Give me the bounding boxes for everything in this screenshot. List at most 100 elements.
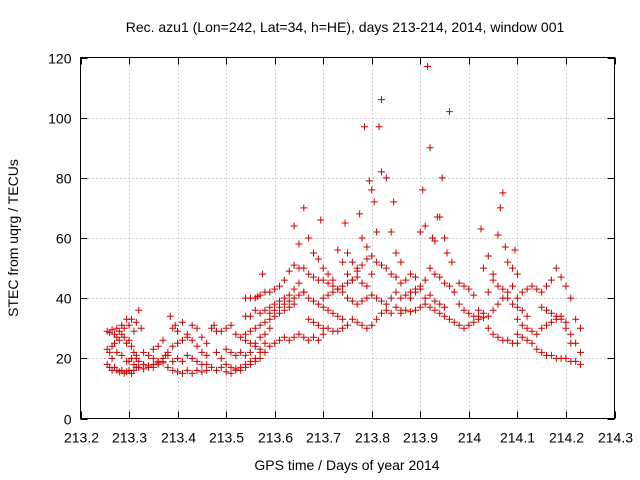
data-point xyxy=(246,312,254,320)
data-point xyxy=(513,270,521,278)
data-point xyxy=(538,303,546,311)
data-point xyxy=(261,306,269,314)
data-point xyxy=(339,258,347,266)
data-point xyxy=(577,348,585,356)
data-point xyxy=(305,315,313,323)
data-point xyxy=(407,308,415,316)
data-point xyxy=(280,294,288,302)
data-point xyxy=(377,297,385,305)
data-point xyxy=(407,270,415,278)
data-point xyxy=(285,291,293,299)
data-point xyxy=(246,348,254,356)
data-point xyxy=(513,330,521,338)
data-point xyxy=(382,300,390,308)
x-tick-label: 214.2 xyxy=(549,430,584,446)
data-point xyxy=(363,324,371,332)
data-point xyxy=(295,330,303,338)
y-tick-label: 40 xyxy=(56,291,72,307)
data-point xyxy=(319,303,327,311)
data-point xyxy=(339,324,347,332)
data-point xyxy=(358,234,366,242)
data-point xyxy=(538,324,546,332)
data-point xyxy=(368,252,376,260)
data-point xyxy=(494,282,502,290)
data-point xyxy=(445,282,453,290)
data-point xyxy=(416,303,424,311)
data-point xyxy=(470,291,478,299)
y-tick-label: 60 xyxy=(56,231,72,247)
data-point xyxy=(256,345,264,353)
data-point xyxy=(295,240,303,248)
data-point xyxy=(300,204,308,212)
data-point xyxy=(120,333,128,341)
data-point xyxy=(358,321,366,329)
data-point xyxy=(319,276,327,284)
data-point xyxy=(533,330,541,338)
data-point xyxy=(164,363,172,371)
data-point xyxy=(499,189,507,197)
data-point xyxy=(329,288,337,296)
x-tick-label: 213.2 xyxy=(64,430,99,446)
data-point xyxy=(256,291,264,299)
data-point xyxy=(426,264,434,272)
data-point xyxy=(285,267,293,275)
data-point xyxy=(339,282,347,290)
y-tick-label: 20 xyxy=(56,351,72,367)
data-point xyxy=(402,276,410,284)
data-point xyxy=(479,264,487,272)
data-point xyxy=(390,198,398,206)
data-point xyxy=(572,339,580,347)
data-point xyxy=(513,294,521,302)
data-point xyxy=(494,231,502,239)
data-point xyxy=(169,342,177,350)
data-point xyxy=(300,264,308,272)
data-point xyxy=(528,282,536,290)
data-point xyxy=(368,291,376,299)
data-point xyxy=(348,276,356,284)
data-point xyxy=(518,288,526,296)
data-point xyxy=(144,363,152,371)
y-axis-label: STEC from uqrg / TECUs xyxy=(5,159,21,317)
data-point xyxy=(118,351,126,359)
data-point xyxy=(310,249,318,257)
data-point xyxy=(358,279,366,287)
data-point xyxy=(285,303,293,311)
data-point xyxy=(407,294,415,302)
data-point xyxy=(212,366,220,374)
data-point xyxy=(382,174,390,182)
data-point xyxy=(501,243,509,251)
data-point xyxy=(232,330,240,338)
data-point xyxy=(441,279,449,287)
data-point xyxy=(455,321,463,329)
data-point xyxy=(222,368,230,376)
data-point xyxy=(222,360,230,368)
data-point xyxy=(266,324,274,332)
data-point xyxy=(290,300,298,308)
data-point xyxy=(305,336,313,344)
data-point xyxy=(290,333,298,341)
data-point xyxy=(538,288,546,296)
data-point xyxy=(392,303,400,311)
data-point xyxy=(518,306,526,314)
data-point xyxy=(421,276,429,284)
data-point xyxy=(416,285,424,293)
data-point xyxy=(319,294,327,302)
data-point xyxy=(353,273,361,281)
data-point xyxy=(489,306,497,314)
data-point xyxy=(271,300,279,308)
data-point xyxy=(363,243,371,251)
data-point xyxy=(178,357,186,365)
data-point xyxy=(344,279,351,287)
data-point xyxy=(509,282,517,290)
data-point xyxy=(499,285,507,293)
data-points xyxy=(103,63,585,377)
data-point xyxy=(125,321,133,329)
data-point xyxy=(237,333,245,341)
data-point xyxy=(174,368,182,376)
data-point xyxy=(290,294,298,302)
data-point xyxy=(314,255,322,263)
x-tick-label: 213.9 xyxy=(403,430,438,446)
x-tick-label: 213.7 xyxy=(306,430,341,446)
data-point xyxy=(523,324,531,332)
data-point xyxy=(484,288,492,296)
